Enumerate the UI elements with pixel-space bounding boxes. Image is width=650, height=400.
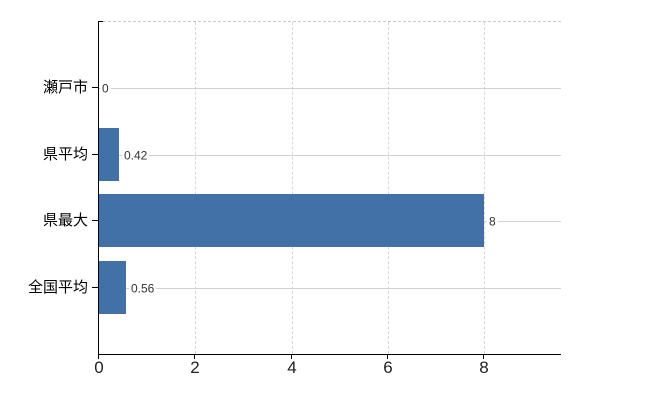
x-axis-tick: [291, 354, 292, 359]
bar-value-label: 8: [487, 214, 498, 229]
h-gridline: [99, 288, 561, 289]
category-label: 県平均: [42, 145, 88, 163]
v-gridline: [195, 22, 196, 354]
bar-全国平均[interactable]: [99, 261, 126, 314]
x-tick-label: 4: [287, 358, 297, 377]
v-gridline: [484, 22, 485, 354]
h-gridline: [99, 88, 561, 89]
y-axis-tick: [92, 220, 98, 221]
y-axis-tick: [92, 154, 98, 155]
bar-value-label: 0.42: [122, 148, 150, 163]
y-axis-tick: [92, 287, 98, 288]
category-label: 全国平均: [27, 278, 88, 296]
x-axis-tick: [483, 354, 484, 359]
bar-県平均[interactable]: [99, 128, 119, 181]
y-axis-tick: [92, 87, 98, 88]
x-tick-label: 2: [190, 358, 200, 377]
x-tick-label: 6: [383, 358, 393, 377]
v-gridline: [388, 22, 389, 354]
x-axis-tick: [98, 354, 99, 359]
category-label: 県最大: [42, 211, 88, 229]
h-gridline: [99, 155, 561, 156]
x-axis-tick: [194, 354, 195, 359]
bar-value-label: 0.56: [129, 281, 157, 296]
plot-area: 0 0.42 8 0.56: [98, 21, 561, 355]
x-tick-label: 8: [479, 358, 489, 377]
bar-value-label: 0: [100, 81, 111, 96]
v-gridline: [292, 22, 293, 354]
bar-県最大[interactable]: [99, 194, 484, 247]
x-axis-tick: [387, 354, 388, 359]
category-label: 瀬戸市: [42, 78, 88, 96]
x-tick-label: 0: [94, 358, 104, 377]
axis-top-tick: [98, 21, 103, 22]
